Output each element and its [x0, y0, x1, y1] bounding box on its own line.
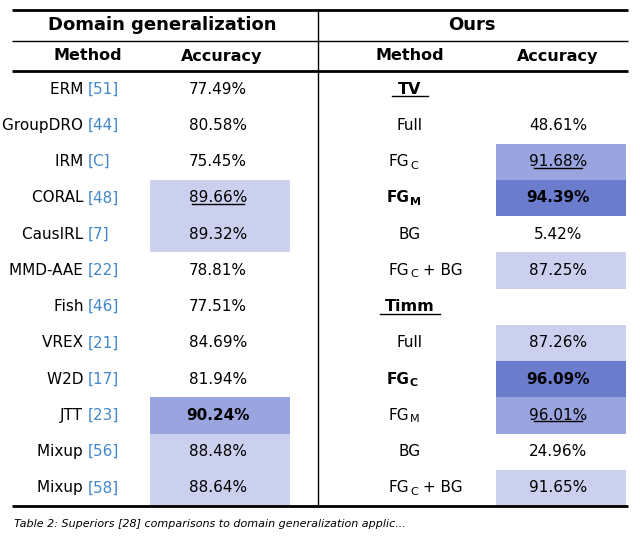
Text: 94.39%: 94.39%	[526, 190, 589, 206]
Text: FG: FG	[388, 154, 409, 169]
Text: Accuracy: Accuracy	[181, 48, 262, 63]
Text: [51]: [51]	[88, 82, 119, 97]
Text: 48.61%: 48.61%	[529, 118, 587, 133]
Text: CORAL: CORAL	[31, 190, 88, 206]
Text: 24.96%: 24.96%	[529, 444, 587, 459]
Text: Mixup: Mixup	[37, 480, 88, 495]
Text: BG: BG	[399, 226, 421, 242]
FancyBboxPatch shape	[496, 397, 626, 434]
Text: 90.24%: 90.24%	[186, 408, 250, 423]
FancyBboxPatch shape	[496, 180, 626, 216]
Text: 88.64%: 88.64%	[189, 480, 247, 495]
Text: Timm: Timm	[385, 299, 435, 314]
Text: FG: FG	[388, 408, 409, 423]
Text: [23]: [23]	[88, 408, 120, 423]
Text: FG: FG	[386, 372, 409, 387]
Text: FG: FG	[388, 480, 409, 495]
Text: + BG: + BG	[418, 480, 463, 495]
Text: 96.09%: 96.09%	[526, 372, 589, 387]
Text: Full: Full	[397, 118, 423, 133]
Text: Table 2: Superiors [28] comparisons to domain generalization applic...: Table 2: Superiors [28] comparisons to d…	[14, 519, 406, 529]
Text: [7]: [7]	[88, 226, 109, 242]
Text: GroupDRO: GroupDRO	[2, 118, 88, 133]
Text: 96.01%: 96.01%	[529, 408, 587, 423]
Text: C: C	[410, 161, 418, 171]
Text: [48]: [48]	[88, 190, 119, 206]
FancyBboxPatch shape	[150, 216, 290, 252]
Text: C: C	[410, 378, 418, 388]
Text: Full: Full	[397, 335, 423, 350]
FancyBboxPatch shape	[150, 470, 290, 506]
Text: M: M	[410, 414, 420, 424]
Text: MMD-AAE: MMD-AAE	[9, 263, 88, 278]
FancyBboxPatch shape	[150, 397, 290, 434]
Text: C: C	[410, 487, 418, 497]
Text: Domain generalization: Domain generalization	[48, 17, 276, 34]
Text: [46]: [46]	[88, 299, 120, 314]
Text: 91.65%: 91.65%	[529, 480, 587, 495]
Text: [C]: [C]	[88, 154, 111, 169]
Text: 77.49%: 77.49%	[189, 82, 247, 97]
Text: 78.81%: 78.81%	[189, 263, 247, 278]
FancyBboxPatch shape	[150, 180, 290, 216]
FancyBboxPatch shape	[496, 361, 626, 397]
Text: VREX: VREX	[42, 335, 88, 350]
Text: FG: FG	[388, 263, 409, 278]
FancyBboxPatch shape	[496, 144, 626, 180]
Text: 77.51%: 77.51%	[189, 299, 247, 314]
FancyBboxPatch shape	[496, 325, 626, 361]
Text: 84.69%: 84.69%	[189, 335, 247, 350]
Text: Mixup: Mixup	[37, 444, 88, 459]
Text: 5.42%: 5.42%	[534, 226, 582, 242]
Text: [58]: [58]	[88, 480, 119, 495]
FancyBboxPatch shape	[496, 470, 626, 506]
Text: Method: Method	[54, 48, 122, 63]
FancyBboxPatch shape	[496, 252, 626, 288]
Text: [56]: [56]	[88, 444, 120, 459]
Text: [44]: [44]	[88, 118, 119, 133]
Text: Accuracy: Accuracy	[517, 48, 598, 63]
Text: TV: TV	[398, 82, 422, 97]
Text: 89.32%: 89.32%	[189, 226, 247, 242]
Text: 89.66%: 89.66%	[189, 190, 247, 206]
Text: ERM: ERM	[50, 82, 88, 97]
Text: + BG: + BG	[418, 263, 463, 278]
Text: IRM: IRM	[55, 154, 88, 169]
Text: FG: FG	[386, 190, 409, 206]
Text: 81.94%: 81.94%	[189, 372, 247, 387]
Text: Ours: Ours	[448, 17, 496, 34]
Text: BG: BG	[399, 444, 421, 459]
Text: Fish: Fish	[54, 299, 88, 314]
Text: [17]: [17]	[88, 372, 119, 387]
Text: 80.58%: 80.58%	[189, 118, 247, 133]
Text: 87.26%: 87.26%	[529, 335, 587, 350]
Text: JTT: JTT	[60, 408, 88, 423]
Text: 75.45%: 75.45%	[189, 154, 247, 169]
Text: CausIRL: CausIRL	[22, 226, 88, 242]
Text: 91.68%: 91.68%	[529, 154, 587, 169]
Text: M: M	[410, 197, 421, 207]
Text: W2D: W2D	[47, 372, 88, 387]
Text: [22]: [22]	[88, 263, 119, 278]
Text: 87.25%: 87.25%	[529, 263, 587, 278]
Text: [21]: [21]	[88, 335, 119, 350]
Text: Method: Method	[376, 48, 444, 63]
FancyBboxPatch shape	[150, 434, 290, 470]
Text: C: C	[410, 270, 418, 279]
Text: 88.48%: 88.48%	[189, 444, 247, 459]
